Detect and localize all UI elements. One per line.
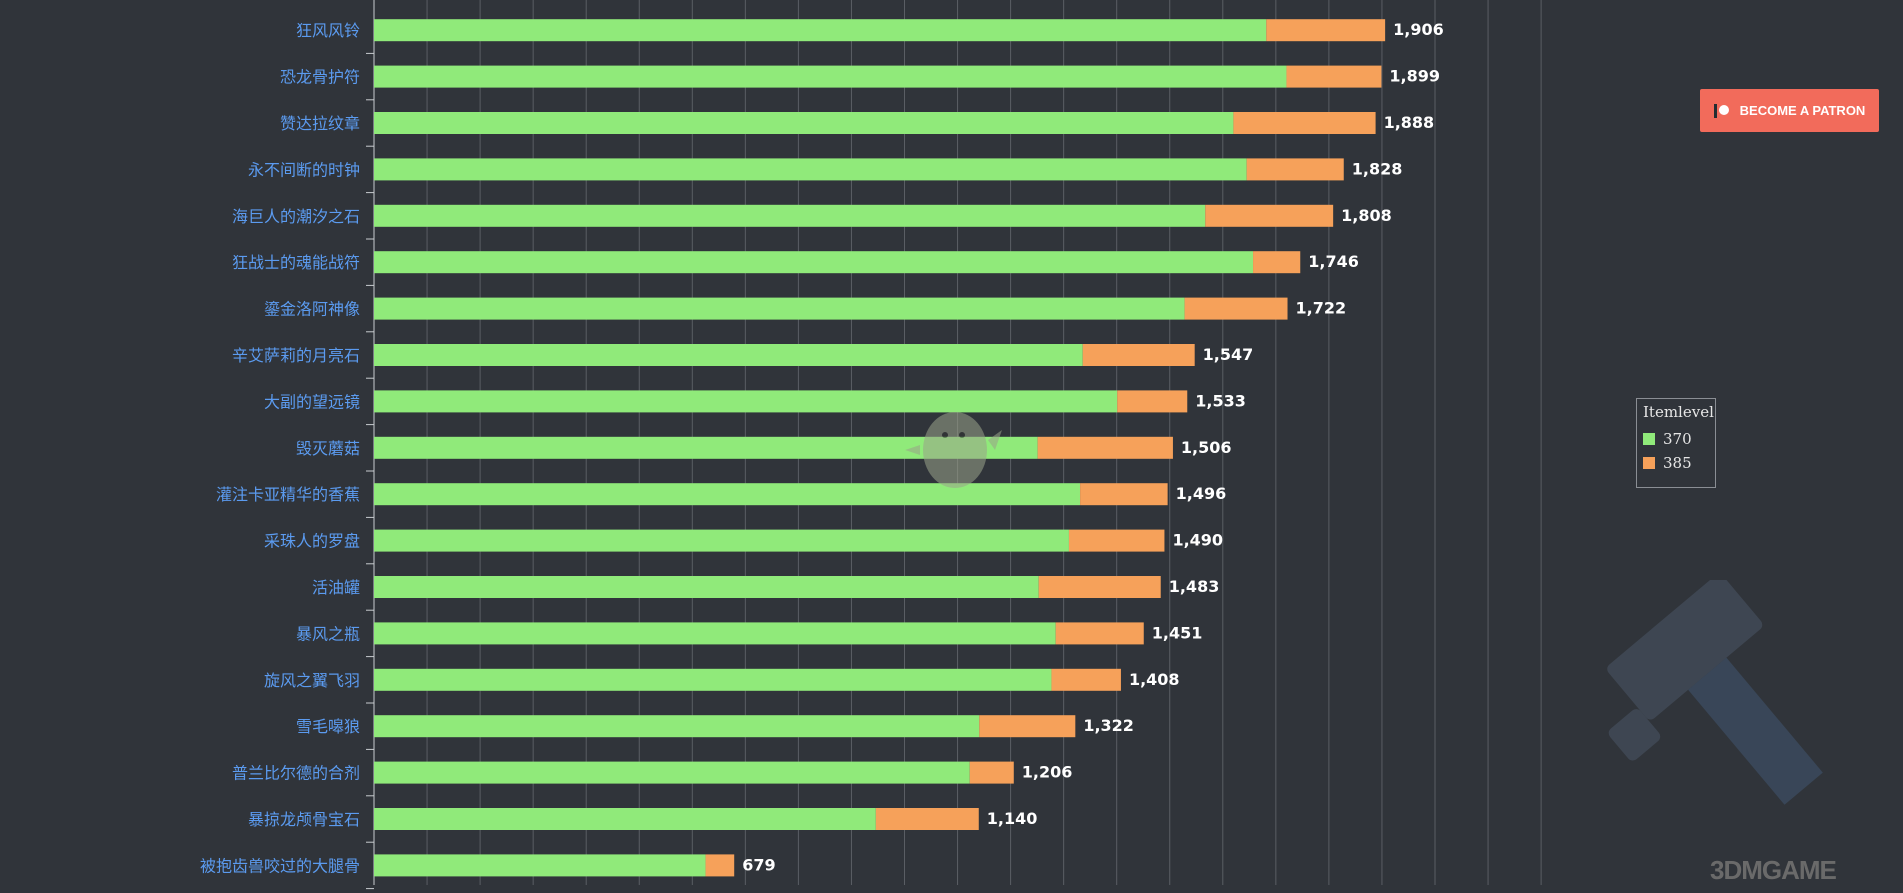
category-label: 辛艾萨莉的月亮石	[232, 346, 360, 365]
legend-title: Itemlevel	[1643, 403, 1714, 421]
bar-segment-370[interactable]	[374, 297, 1185, 320]
bar-segment-385[interactable]	[1246, 158, 1344, 181]
bar-segment-370[interactable]	[374, 344, 1083, 366]
bar-segment-370[interactable]	[374, 622, 1056, 645]
bar-segment-385[interactable]	[979, 715, 1076, 738]
bar-segment-370[interactable]	[374, 204, 1206, 227]
bar-segment-385[interactable]	[1037, 436, 1173, 459]
total-label: 1,408	[1129, 670, 1180, 689]
total-label: 1,451	[1152, 623, 1203, 642]
total-label: 1,140	[987, 809, 1038, 828]
category-label: 活油罐	[312, 578, 360, 597]
total-label: 1,808	[1341, 206, 1392, 225]
bar-segment-370[interactable]	[374, 112, 1234, 134]
total-label: 1,899	[1389, 67, 1440, 86]
total-label: 1,722	[1296, 299, 1347, 318]
total-label: 679	[742, 855, 775, 874]
category-label: 普兰比尔德的合剂	[232, 764, 360, 783]
bar-segment-370[interactable]	[374, 483, 1081, 506]
category-label: 狂风风铃	[296, 21, 360, 40]
category-label: 被抱齿兽咬过的大腿骨	[200, 856, 360, 875]
site-watermark: 3DMGAME	[1710, 855, 1837, 886]
legend-item-370[interactable]: 370	[1643, 427, 1709, 451]
bar-segment-370[interactable]	[374, 715, 980, 738]
bar-segment-385[interactable]	[1266, 19, 1386, 42]
bar-segment-385[interactable]	[1051, 668, 1121, 691]
legend-swatch	[1643, 433, 1655, 445]
bar-segment-385[interactable]	[1205, 204, 1334, 227]
bar-segment-370[interactable]	[374, 808, 876, 830]
bar-segment-370[interactable]	[374, 668, 1052, 691]
patron-button-label: BECOME A PATRON	[1739, 103, 1866, 118]
bar-segment-385[interactable]	[1286, 65, 1382, 88]
total-label: 1,533	[1195, 391, 1246, 410]
bar-segment-385[interactable]	[1117, 390, 1188, 413]
bar-segment-370[interactable]	[374, 576, 1039, 598]
bar-segment-370[interactable]	[374, 529, 1069, 552]
category-label: 采珠人的罗盘	[264, 532, 360, 551]
total-label: 1,906	[1393, 20, 1444, 39]
bar-segment-370[interactable]	[374, 761, 970, 784]
legend-item-385[interactable]: 385	[1643, 451, 1709, 475]
bar-segment-370[interactable]	[374, 251, 1254, 274]
bar-segment-370[interactable]	[374, 854, 706, 877]
patreon-icon	[1713, 103, 1730, 118]
category-label: 永不间断的时钟	[248, 160, 360, 179]
total-label: 1,490	[1172, 531, 1223, 550]
bar-segment-385[interactable]	[1068, 529, 1165, 552]
total-label: 1,746	[1308, 252, 1359, 271]
bar-segment-370[interactable]	[374, 390, 1118, 413]
total-label: 1,506	[1181, 438, 1232, 457]
category-label: 毁灭蘑菇	[296, 439, 360, 458]
bar-segment-385[interactable]	[705, 854, 735, 877]
total-label: 1,888	[1384, 113, 1435, 132]
bar-segment-370[interactable]	[374, 19, 1267, 42]
total-label: 1,496	[1176, 484, 1227, 503]
legend-label: 370	[1663, 430, 1692, 448]
bar-segment-370[interactable]	[374, 436, 1038, 459]
category-label: 大副的望远镜	[264, 392, 360, 411]
total-label: 1,828	[1352, 159, 1403, 178]
bar-segment-385[interactable]	[1055, 622, 1144, 645]
category-label: 暴风之瓶	[296, 624, 360, 643]
mascot-watermark-icon	[905, 412, 1002, 488]
hammer-watermark-icon	[1607, 580, 1823, 805]
bar-segment-385[interactable]	[1233, 112, 1376, 134]
category-label: 暴掠龙颅骨宝石	[248, 810, 360, 829]
legend-swatch	[1643, 457, 1655, 469]
total-label: 1,206	[1022, 763, 1073, 782]
bar-segment-385[interactable]	[875, 808, 979, 830]
bar-segment-385[interactable]	[1082, 344, 1195, 366]
category-label: 灌注卡亚精华的香蕉	[216, 485, 360, 504]
bar-segment-370[interactable]	[374, 65, 1287, 88]
total-label: 1,547	[1203, 345, 1254, 364]
legend: Itemlevel 370 385	[1636, 398, 1716, 488]
legend-label: 385	[1663, 454, 1692, 472]
category-label: 旋风之翼飞羽	[264, 671, 360, 690]
become-patron-button[interactable]: BECOME A PATRON	[1700, 89, 1879, 132]
total-label: 1,322	[1083, 716, 1134, 735]
bar-segment-385[interactable]	[1038, 576, 1161, 598]
bar-segment-385[interactable]	[1080, 483, 1168, 506]
category-label: 狂战士的魂能战符	[232, 253, 360, 272]
category-label: 雪毛嗥狼	[296, 717, 360, 736]
bar-segment-370[interactable]	[374, 158, 1247, 181]
category-label: 恐龙骨护符	[280, 68, 360, 87]
category-label: 海巨人的潮汐之石	[232, 207, 360, 226]
category-label: 赞达拉纹章	[280, 114, 360, 133]
total-label: 1,483	[1169, 577, 1220, 596]
watermark-text: 3DMGAME	[1710, 855, 1837, 885]
bar-segment-385[interactable]	[969, 761, 1014, 784]
category-label: 鎏金洛阿神像	[264, 300, 360, 319]
bar-segment-385[interactable]	[1253, 251, 1301, 274]
bar-segment-385[interactable]	[1184, 297, 1288, 320]
